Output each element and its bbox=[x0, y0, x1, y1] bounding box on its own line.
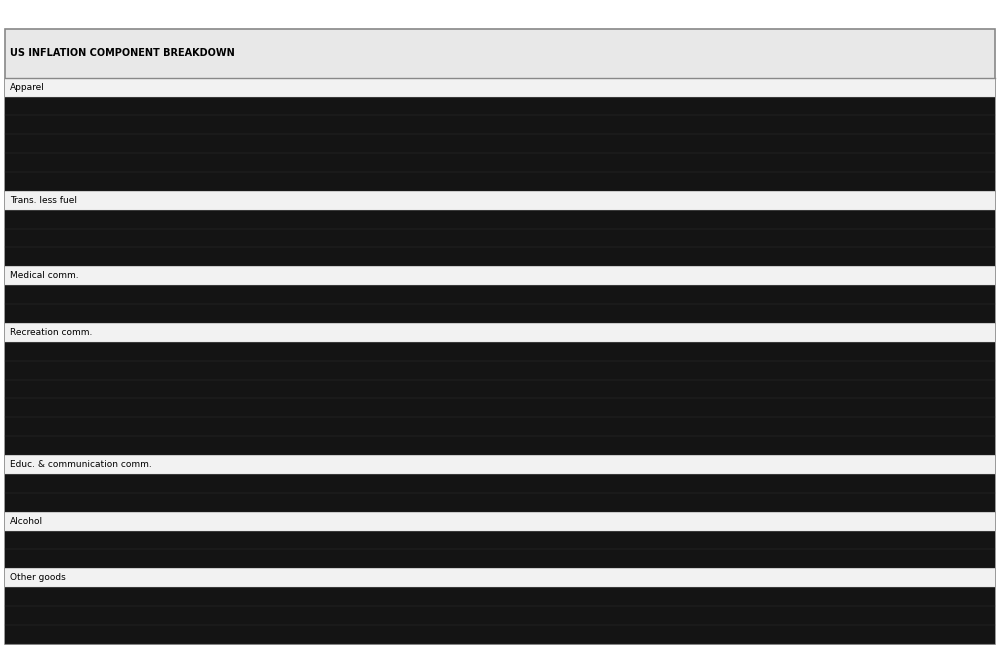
Bar bbox=[5, 342, 995, 361]
Bar bbox=[5, 153, 995, 172]
Bar bbox=[5, 304, 995, 323]
Bar bbox=[5, 625, 995, 644]
Text: US INFLATION COMPONENT BREAKDOWN: US INFLATION COMPONENT BREAKDOWN bbox=[10, 49, 235, 58]
Text: Medical comm.: Medical comm. bbox=[10, 271, 79, 280]
Text: Alcohol: Alcohol bbox=[10, 516, 43, 525]
Bar bbox=[5, 380, 995, 399]
Bar bbox=[5, 606, 995, 625]
Bar bbox=[5, 436, 995, 455]
Bar bbox=[5, 135, 995, 153]
Bar bbox=[5, 96, 995, 115]
Bar bbox=[5, 323, 995, 342]
Bar bbox=[5, 29, 995, 78]
Bar bbox=[5, 417, 995, 436]
Bar bbox=[5, 399, 995, 417]
Bar bbox=[5, 549, 995, 568]
Text: Educ. & communication comm.: Educ. & communication comm. bbox=[10, 460, 152, 469]
Bar bbox=[5, 248, 995, 267]
Text: Recreation comm.: Recreation comm. bbox=[10, 328, 92, 337]
Bar bbox=[5, 587, 995, 606]
Text: Apparel: Apparel bbox=[10, 83, 45, 92]
Text: Trans. less fuel: Trans. less fuel bbox=[10, 196, 77, 205]
Bar bbox=[5, 191, 995, 210]
Bar bbox=[5, 361, 995, 380]
Bar bbox=[5, 568, 995, 587]
Bar bbox=[5, 512, 995, 531]
Bar bbox=[5, 172, 995, 191]
Bar bbox=[5, 455, 995, 474]
Bar bbox=[5, 474, 995, 493]
Bar bbox=[5, 285, 995, 304]
Bar bbox=[5, 493, 995, 512]
Bar bbox=[5, 210, 995, 228]
Bar bbox=[5, 531, 995, 549]
Bar bbox=[5, 78, 995, 96]
Text: Other goods: Other goods bbox=[10, 573, 66, 582]
Bar bbox=[5, 115, 995, 135]
Bar bbox=[5, 267, 995, 285]
Bar bbox=[5, 228, 995, 248]
